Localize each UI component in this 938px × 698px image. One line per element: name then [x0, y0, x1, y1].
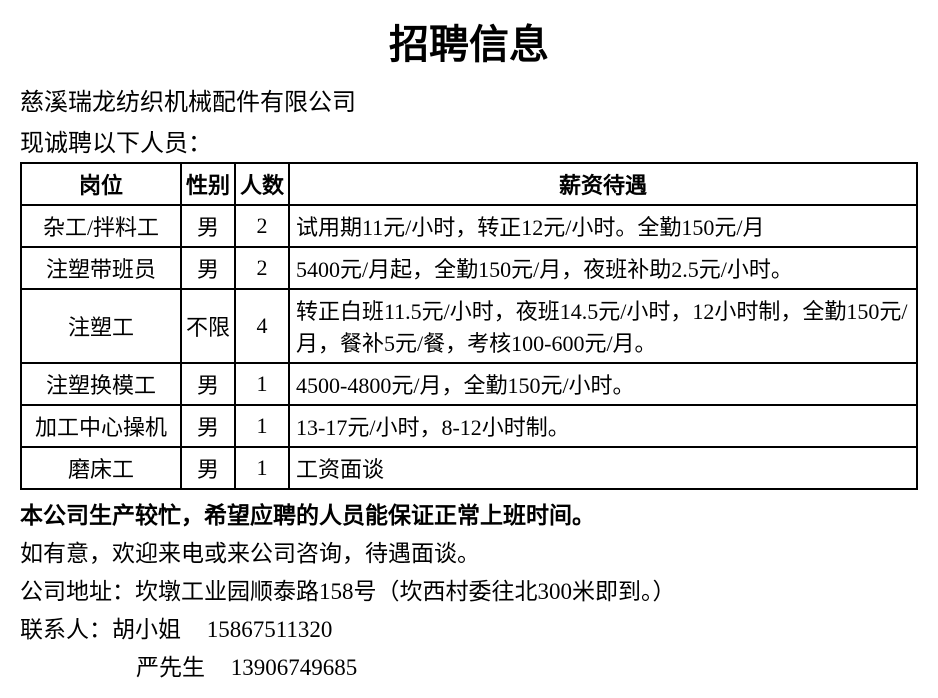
- table-row: 注塑工 不限 4 转正白班11.5元/小时，夜班14.5元/小时，12小时制，全…: [21, 289, 917, 363]
- header-salary: 薪资待遇: [289, 163, 917, 205]
- cell-count: 1: [235, 447, 289, 489]
- cell-gender: 男: [181, 205, 235, 247]
- cell-position: 杂工/拌料工: [21, 205, 181, 247]
- header-count: 人数: [235, 163, 289, 205]
- cell-position: 加工中心操机: [21, 405, 181, 447]
- header-gender: 性别: [181, 163, 235, 205]
- cell-salary: 转正白班11.5元/小时，夜班14.5元/小时，12小时制，全勤150元/月，餐…: [289, 289, 917, 363]
- contact-phone: 15867511320: [207, 617, 333, 643]
- cell-salary: 13-17元/小时，8-12小时制。: [289, 405, 917, 447]
- cell-gender: 不限: [181, 289, 235, 363]
- cell-position: 磨床工: [21, 447, 181, 489]
- contact-label: 联系人：: [20, 617, 112, 642]
- table-row: 加工中心操机 男 1 13-17元/小时，8-12小时制。: [21, 405, 917, 447]
- contact-phone: 13906749685: [231, 655, 358, 681]
- cell-salary: 试用期11元/小时，转正12元/小时。全勤150元/月: [289, 205, 917, 247]
- contact-row: 联系人：胡小姐 15867511320: [20, 610, 918, 644]
- table-header-row: 岗位 性别 人数 薪资待遇: [21, 163, 917, 205]
- cell-salary: 工资面谈: [289, 447, 917, 489]
- cell-gender: 男: [181, 405, 235, 447]
- cell-count: 1: [235, 405, 289, 447]
- cell-position: 注塑换模工: [21, 363, 181, 405]
- cell-salary: 4500-4800元/月，全勤150元/小时。: [289, 363, 917, 405]
- cell-gender: 男: [181, 447, 235, 489]
- cell-gender: 男: [181, 247, 235, 289]
- header-position: 岗位: [21, 163, 181, 205]
- contact-invite: 如有意，欢迎来电或来公司咨询，待遇面谈。: [20, 534, 918, 568]
- table-row: 注塑带班员 男 2 5400元/月起，全勤150元/月，夜班补助2.5元/小时。: [21, 247, 917, 289]
- cell-position: 注塑工: [21, 289, 181, 363]
- intro-text: 现诚聘以下人员：: [20, 123, 918, 158]
- cell-count: 1: [235, 363, 289, 405]
- table-row: 杂工/拌料工 男 2 试用期11元/小时，转正12元/小时。全勤150元/月: [21, 205, 917, 247]
- cell-salary: 5400元/月起，全勤150元/月，夜班补助2.5元/小时。: [289, 247, 917, 289]
- table-row: 注塑换模工 男 1 4500-4800元/月，全勤150元/小时。: [21, 363, 917, 405]
- cell-position: 注塑带班员: [21, 247, 181, 289]
- company-name: 慈溪瑞龙纺织机械配件有限公司: [20, 82, 918, 117]
- company-address: 公司地址：坎墩工业园顺泰路158号（坎西村委往北300米即到。）: [20, 572, 918, 606]
- contact-name: 胡小姐: [112, 610, 181, 644]
- jobs-table: 岗位 性别 人数 薪资待遇 杂工/拌料工 男 2 试用期11元/小时，转正12元…: [20, 162, 918, 490]
- table-row: 磨床工 男 1 工资面谈: [21, 447, 917, 489]
- cell-count: 2: [235, 247, 289, 289]
- cell-count: 4: [235, 289, 289, 363]
- busy-note: 本公司生产较忙，希望应聘的人员能保证正常上班时间。: [20, 496, 918, 530]
- page-title: 招聘信息: [20, 12, 918, 70]
- cell-gender: 男: [181, 363, 235, 405]
- contact-name: 严先生: [136, 648, 205, 682]
- contact-row: 严先生 13906749685: [20, 648, 918, 682]
- cell-count: 2: [235, 205, 289, 247]
